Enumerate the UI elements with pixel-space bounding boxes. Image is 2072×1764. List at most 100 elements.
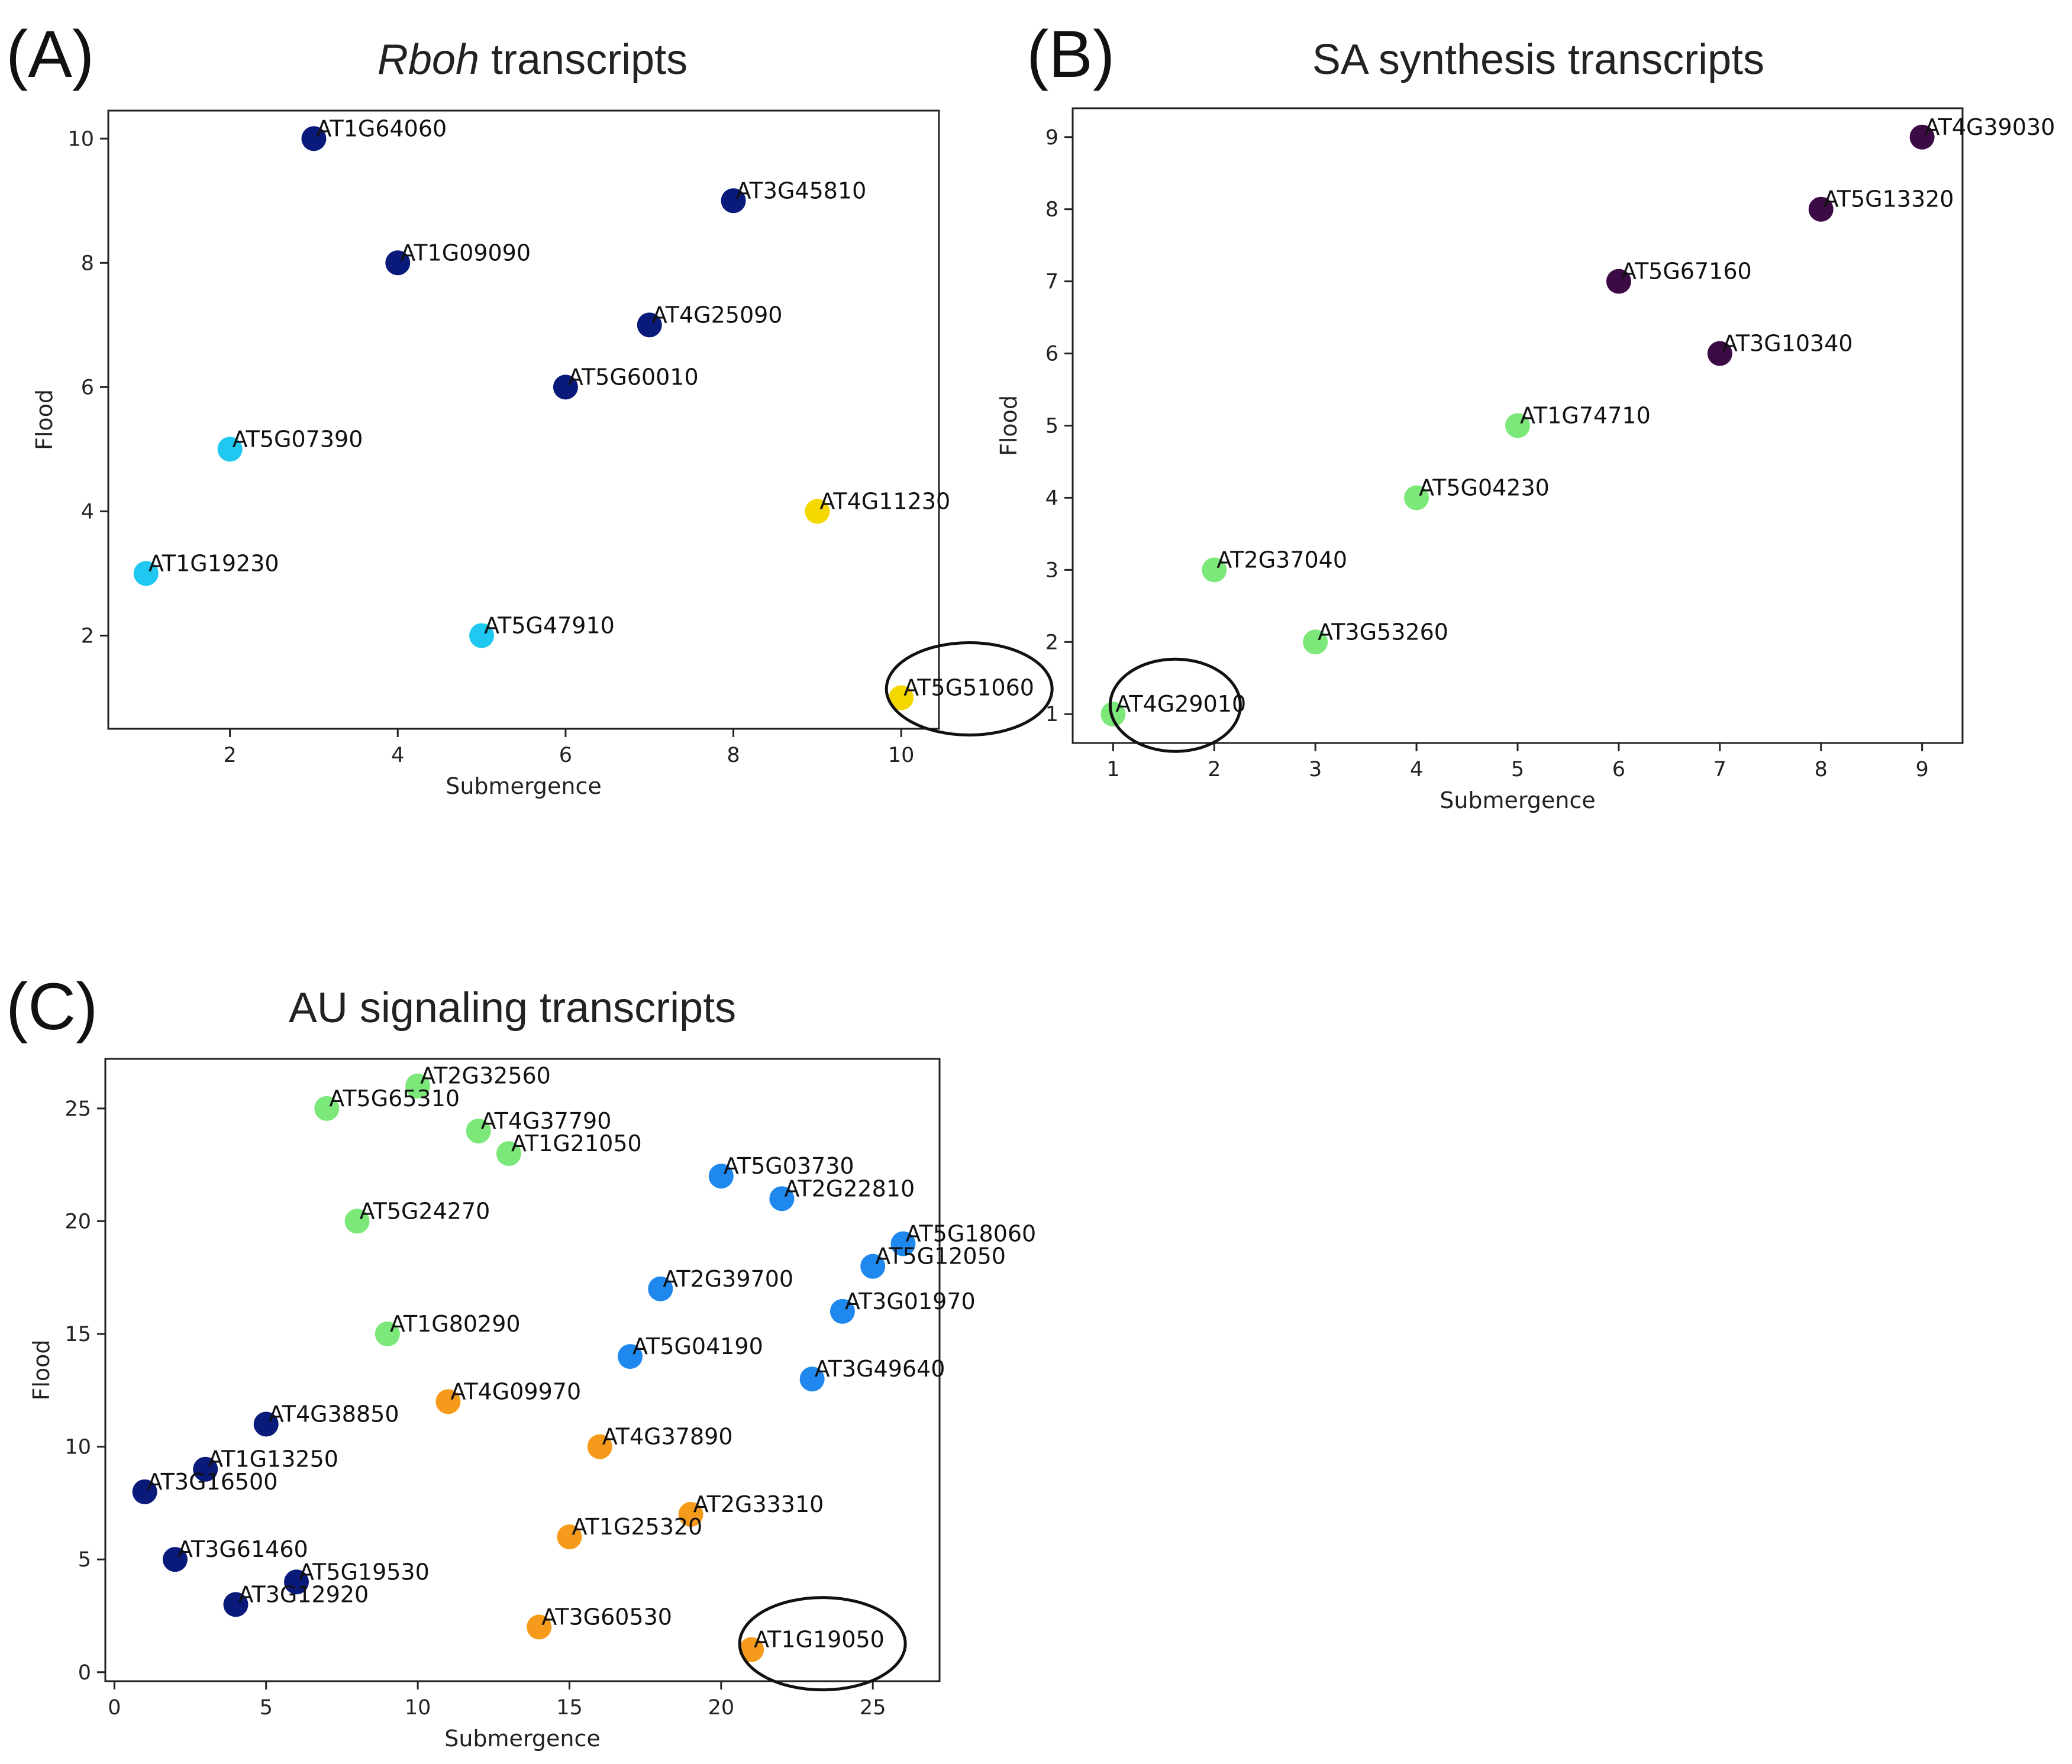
chart-title: SA synthesis transcripts — [1312, 36, 1764, 83]
y-tick-label: 3 — [1045, 558, 1058, 582]
data-point-label: AT4G25090 — [652, 302, 783, 328]
x-tick-label: 3 — [1309, 758, 1322, 781]
data-point — [860, 1253, 886, 1279]
y-tick-label: 9 — [1045, 126, 1058, 150]
data-point — [1909, 124, 1935, 150]
chart-title: AU signaling transcripts — [289, 984, 736, 1032]
data-point — [301, 126, 327, 151]
data-point-label: AT1G21050 — [511, 1130, 642, 1156]
data-point — [132, 1479, 157, 1504]
data-point-label: AT2G22810 — [784, 1175, 915, 1201]
chart-title-text: transcripts — [479, 36, 688, 83]
data-point-label: AT5G51060 — [903, 674, 1034, 700]
data-point-label: AT3G16500 — [147, 1469, 278, 1495]
chart-title-text: AU signaling transcripts — [289, 984, 736, 1032]
data-point — [162, 1547, 188, 1572]
data-point-label: AT3G12920 — [238, 1581, 369, 1607]
data-point — [1808, 196, 1834, 222]
data-point — [799, 1366, 825, 1392]
x-tick-label: 10 — [405, 1696, 431, 1720]
data-point — [385, 250, 411, 276]
x-axis-label: Submergence — [446, 773, 602, 799]
y-tick-label: 8 — [1045, 198, 1058, 222]
data-point — [1505, 413, 1530, 438]
y-axis-label: Flood — [28, 1339, 54, 1400]
y-tick-label: 5 — [78, 1548, 91, 1572]
data-point-label: AT1G25320 — [572, 1514, 702, 1540]
panel-letter: (C) — [6, 970, 98, 1043]
panel-letter: (A) — [6, 17, 94, 91]
data-point-label: AT2G37040 — [1216, 547, 1347, 573]
y-tick-label: 10 — [67, 127, 94, 151]
data-point — [830, 1298, 855, 1324]
x-tick-label: 2 — [1208, 758, 1221, 781]
x-tick-label: 9 — [1915, 758, 1928, 781]
y-tick-label: 15 — [64, 1323, 91, 1346]
data-point — [1303, 629, 1328, 655]
y-tick-label: 20 — [64, 1210, 91, 1233]
data-point — [405, 1073, 431, 1099]
y-tick-label: 8 — [81, 251, 94, 275]
data-point-label: AT5G18060 — [905, 1221, 1036, 1247]
x-tick-label: 2 — [223, 744, 236, 767]
x-tick-label: 10 — [888, 744, 915, 767]
x-tick-label: 6 — [1612, 758, 1625, 781]
x-tick-label: 7 — [1713, 758, 1726, 781]
data-point — [1100, 702, 1126, 727]
data-point — [527, 1614, 552, 1640]
y-tick-label: 7 — [1045, 270, 1058, 294]
data-point-label: AT2G39700 — [663, 1266, 793, 1292]
highlight-ellipse — [885, 641, 1054, 736]
x-tick-label: 20 — [708, 1696, 735, 1720]
data-point-label: AT1G09090 — [400, 240, 531, 266]
x-axis-label: Submergence — [1440, 787, 1596, 813]
data-point — [553, 374, 578, 400]
data-point-label: AT3G53260 — [1318, 619, 1448, 645]
x-tick-label: 1 — [1106, 758, 1119, 781]
y-axis-label: Flood — [996, 395, 1022, 456]
data-point-label: AT5G03730 — [724, 1153, 854, 1179]
data-point-label: AT1G64060 — [316, 115, 447, 141]
data-point — [1707, 341, 1732, 366]
data-point — [375, 1322, 400, 1347]
x-tick-label: 15 — [556, 1696, 583, 1720]
x-tick-label: 6 — [559, 744, 572, 767]
y-tick-label: 5 — [1045, 415, 1058, 438]
data-point — [435, 1389, 461, 1414]
data-point — [284, 1569, 309, 1595]
data-point — [805, 499, 830, 524]
data-point — [1404, 485, 1429, 511]
data-point — [217, 437, 243, 462]
y-tick-label: 4 — [81, 500, 94, 524]
data-point — [678, 1501, 703, 1527]
data-point-label: AT1G19050 — [754, 1627, 885, 1653]
data-point-label: AT3G60530 — [541, 1604, 672, 1630]
x-tick-label: 0 — [108, 1696, 121, 1720]
data-point-label: AT4G39030 — [1925, 114, 2055, 140]
x-axis-label: Submergence — [444, 1726, 601, 1752]
data-point — [1202, 557, 1227, 583]
y-tick-label: 2 — [1045, 631, 1058, 654]
data-point — [637, 312, 662, 338]
data-point-label: AT4G37790 — [481, 1108, 612, 1134]
x-tick-label: 25 — [860, 1696, 886, 1720]
chart-title-italic: Rboh — [377, 36, 479, 83]
data-point-label: AT5G07390 — [233, 426, 363, 452]
x-tick-label: 4 — [391, 744, 404, 767]
data-point — [557, 1524, 582, 1550]
data-point — [193, 1456, 218, 1482]
chart-title-text: SA synthesis transcripts — [1312, 36, 1764, 83]
data-point-label: AT1G13250 — [208, 1446, 338, 1472]
data-point — [253, 1411, 279, 1437]
x-tick-label: 4 — [1410, 758, 1423, 781]
x-tick-label: 5 — [260, 1696, 273, 1720]
data-point — [496, 1141, 521, 1167]
data-point-label: AT5G65310 — [329, 1085, 460, 1112]
data-point-label: AT3G45810 — [736, 177, 867, 203]
data-point — [648, 1276, 673, 1301]
data-point — [223, 1592, 248, 1617]
x-tick-label: 8 — [1815, 758, 1828, 781]
data-point-label: AT4G37890 — [602, 1424, 733, 1450]
data-point — [721, 188, 746, 214]
plot-frame — [104, 1058, 941, 1682]
